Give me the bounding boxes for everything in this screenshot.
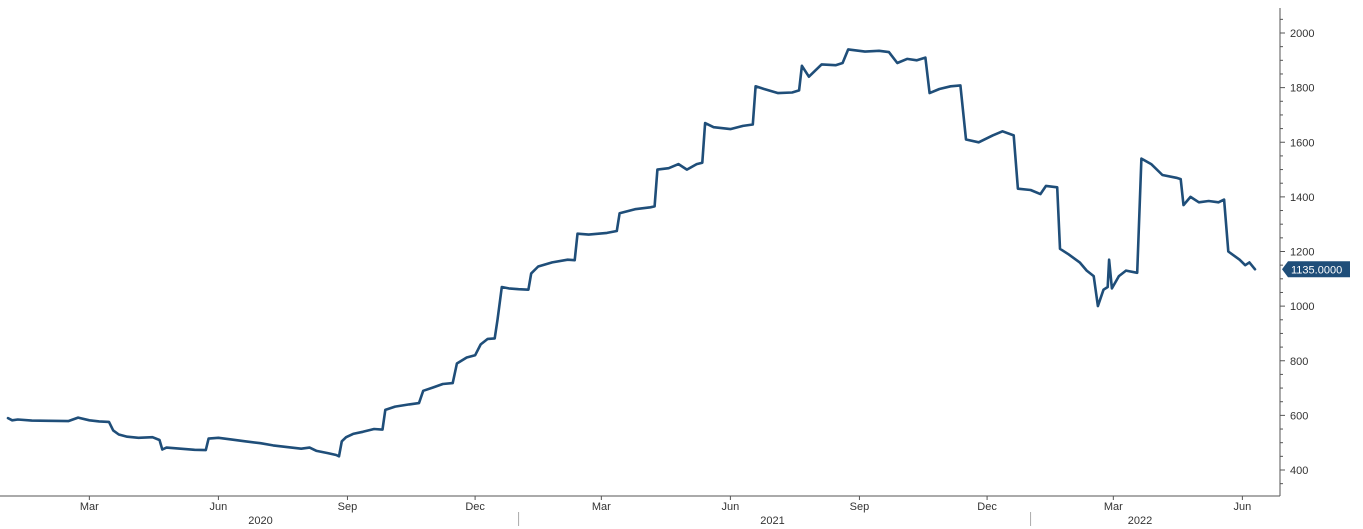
last-value-label: 1135.0000 [1291,264,1342,276]
y-tick-label: 400 [1290,465,1308,477]
y-tick-label: 1400 [1290,192,1314,204]
y-tick-label: 1000 [1290,301,1314,313]
x-tick-label: Sep [338,501,358,513]
x-year-label: 2022 [1128,515,1152,527]
y-tick-label: 800 [1290,356,1308,368]
x-tick-label: Jun [1234,501,1252,513]
x-tick-label: Mar [592,501,611,513]
x-tick-label: Dec [465,501,485,513]
y-tick-label: 1800 [1290,83,1314,95]
x-tick-label: Jun [722,501,740,513]
x-tick-label: Jun [210,501,228,513]
x-tick-label: Mar [1104,501,1123,513]
x-year-label: 2021 [760,515,784,527]
y-tick-label: 1600 [1290,137,1314,149]
y-tick-label: 2000 [1290,28,1314,40]
x-tick-label: Dec [977,501,997,513]
last-value-badge: 1135.0000 [1282,261,1350,278]
x-tick-label: Sep [850,501,870,513]
y-axis: 400 600 800 1000 1200 1400 1600 1800 2000 [1279,8,1314,496]
y-tick-label: 1200 [1290,247,1314,259]
price-series-line [6,48,1257,458]
x-tick-label: Mar [80,501,99,513]
last-value-badge-shape [1282,261,1350,278]
x-year-label: 2020 [248,515,272,527]
x-axis: Mar Jun Sep Dec Mar Jun Sep Dec Mar Jun 2020 2021 20… [0,495,1280,527]
y-tick-label: 600 [1290,410,1308,422]
plot-area [6,48,1257,458]
